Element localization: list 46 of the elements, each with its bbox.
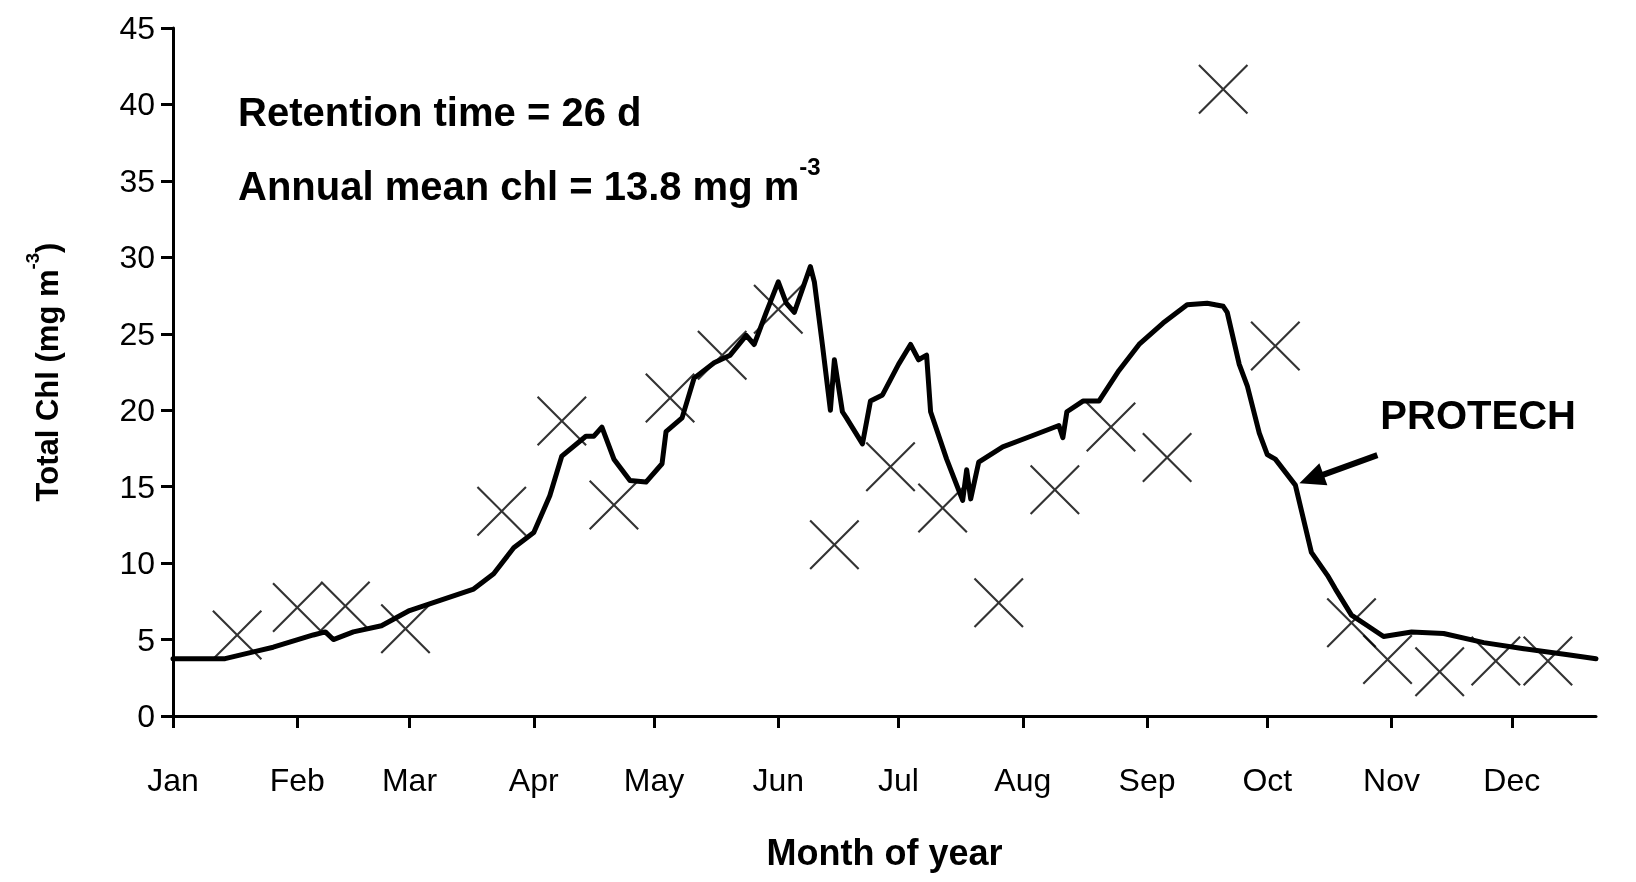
point <box>809 519 860 570</box>
point <box>865 441 916 492</box>
x-tick-label: Aug <box>994 762 1052 798</box>
y-tick-label: 20 <box>119 392 155 429</box>
x-tick-label: Jul <box>878 762 919 798</box>
y-tick-label: 15 <box>119 468 155 505</box>
x-axis-title: Month of year <box>766 831 1003 873</box>
x-tick-label: Feb <box>269 762 325 798</box>
point <box>1414 646 1465 697</box>
point <box>1326 597 1377 648</box>
point <box>697 330 748 381</box>
point <box>1142 432 1193 483</box>
point <box>753 284 804 335</box>
y-axis-title: Total Chl (mg m-3) <box>21 242 65 502</box>
y-tick-label: 30 <box>119 239 155 276</box>
y-tick-label: 25 <box>119 315 155 352</box>
point <box>1250 321 1301 372</box>
x-tick-label: Dec <box>1483 762 1541 798</box>
point <box>536 395 587 446</box>
x-tick-label: Nov <box>1363 762 1421 798</box>
y-tick-label: 5 <box>137 621 155 658</box>
point <box>1029 464 1080 515</box>
x-tick-label: Jun <box>752 762 805 798</box>
annotation: Retention time = 26 d <box>238 90 642 134</box>
point <box>1522 635 1573 686</box>
x-tick-label: May <box>623 762 685 798</box>
point <box>917 483 968 534</box>
x-tick-label: Mar <box>381 762 438 798</box>
point <box>1362 634 1413 685</box>
point <box>476 486 527 537</box>
x-tick-label: Oct <box>1242 762 1293 798</box>
x-tick-label: Sep <box>1118 762 1176 798</box>
y-tick-label: 0 <box>137 698 155 734</box>
y-tick-label: 10 <box>119 545 155 582</box>
point <box>645 372 696 423</box>
point <box>1470 635 1521 686</box>
x-tick-label: Jan <box>147 762 199 798</box>
y-tick-label: 45 <box>119 10 155 46</box>
point <box>1198 64 1249 115</box>
y-tick-label: 35 <box>119 162 155 199</box>
point <box>1085 402 1136 453</box>
point <box>973 577 1024 628</box>
x-tick-label: Apr <box>508 762 559 798</box>
annotation: PROTECH <box>1380 393 1576 438</box>
point <box>588 480 639 531</box>
y-tick-label: 40 <box>119 86 155 123</box>
